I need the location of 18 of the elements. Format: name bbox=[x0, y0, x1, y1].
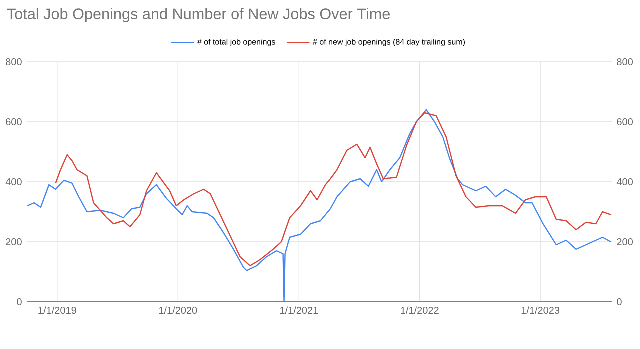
y-tick-label: 200 bbox=[6, 238, 22, 246]
y-tick-label: 0 bbox=[17, 298, 22, 306]
legend-label: # of new job openings (84 day trailing sum) bbox=[313, 38, 466, 46]
x-tick-label: 1/1/2020 bbox=[159, 306, 198, 314]
y2-tick-label: 400 bbox=[616, 178, 633, 186]
x-tick-label: 1/1/2023 bbox=[522, 306, 560, 314]
y-tick-label: 600 bbox=[6, 118, 22, 126]
x-tick-label: 1/1/2022 bbox=[401, 306, 439, 314]
y-tick-label: 400 bbox=[6, 178, 22, 186]
x-tick-label: 1/1/2019 bbox=[38, 306, 76, 314]
x-tick-label: 1/1/2021 bbox=[280, 306, 318, 314]
y2-tick-label: 800 bbox=[617, 58, 633, 66]
chart-title: Total Job Openings and Number of New Jobs Over Time bbox=[7, 8, 390, 23]
y2-tick-label: 600 bbox=[617, 118, 633, 126]
y2-tick-label: 0 bbox=[617, 298, 622, 306]
y2-tick-label: 200 bbox=[617, 238, 633, 246]
y-tick-label: 800 bbox=[6, 58, 22, 66]
legend-label: # of total job openings bbox=[197, 38, 276, 46]
